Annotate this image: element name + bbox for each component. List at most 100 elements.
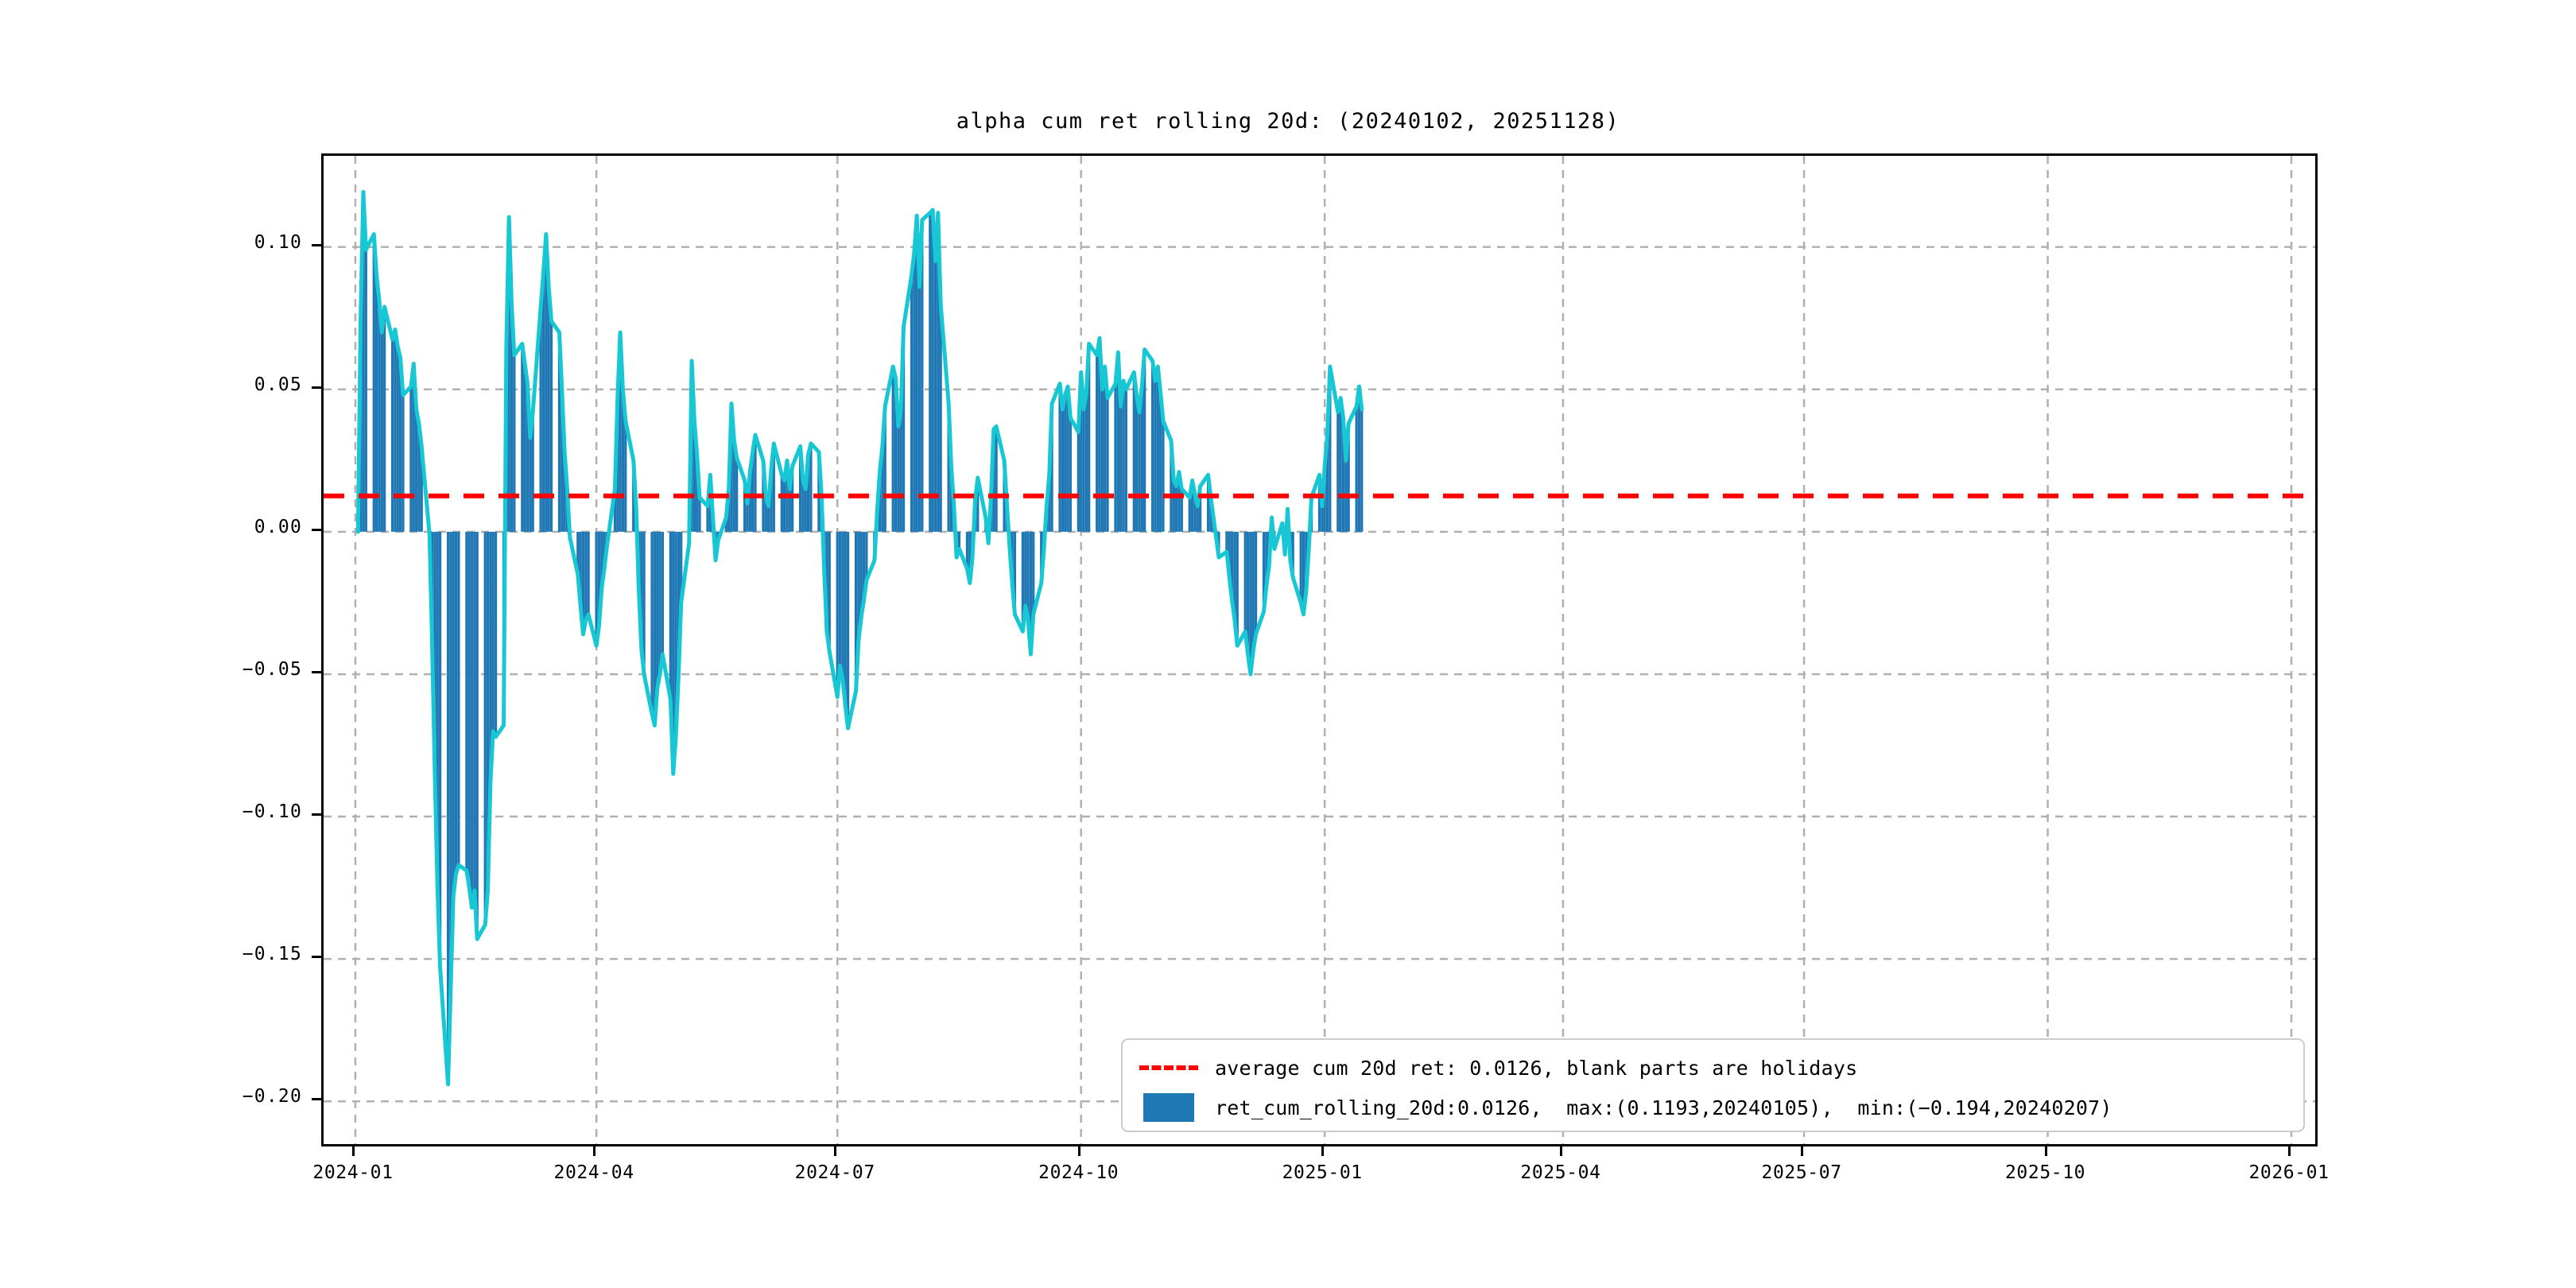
bar [1336, 412, 1340, 532]
bar [1357, 386, 1361, 532]
bar [1198, 486, 1202, 532]
bar [454, 531, 458, 874]
bar [1236, 531, 1239, 646]
bar [653, 531, 657, 726]
bar [390, 339, 394, 532]
legend-item-bars[interactable]: ret_cum_rolling_20d:0.0126, max:(0.1193,… [1123, 1088, 2303, 1127]
bar [806, 455, 810, 532]
bar [650, 531, 654, 715]
bar [1329, 367, 1332, 532]
bar [587, 531, 590, 615]
chart-canvas [324, 156, 2315, 1144]
bar [489, 531, 492, 783]
bar [549, 320, 553, 532]
bar [597, 531, 601, 627]
bar [513, 355, 516, 532]
bar [672, 531, 675, 774]
legend[interactable]: average cum 20d ret: 0.0126, blank parts… [1121, 1038, 2305, 1132]
bar [801, 480, 805, 532]
bar [891, 367, 894, 532]
bar [897, 426, 900, 532]
bar [766, 506, 770, 532]
bar [1233, 531, 1236, 620]
bar [576, 531, 580, 575]
bar [770, 469, 773, 532]
bar [968, 531, 972, 584]
bar [772, 443, 775, 532]
bar [510, 304, 514, 532]
x-tick-mark [1321, 1146, 1325, 1156]
bar [743, 480, 747, 532]
bar [780, 475, 783, 532]
x-tick-label: 2025-01 [1282, 1162, 1363, 1183]
bar [661, 531, 665, 654]
bar [1355, 406, 1358, 532]
bar [1172, 480, 1175, 532]
bar [531, 412, 534, 532]
bar [364, 250, 367, 532]
y-tick-mark [312, 670, 321, 673]
bar [624, 421, 627, 532]
value-line [355, 189, 1364, 1087]
bar [452, 531, 455, 897]
bar [798, 446, 802, 532]
bar [918, 286, 921, 532]
line-series [355, 189, 1364, 1087]
y-tick-mark [312, 1098, 321, 1101]
bar [939, 304, 942, 532]
bar [1262, 531, 1266, 612]
bar [545, 234, 548, 532]
x-tick-label: 2025-10 [2004, 1162, 2086, 1183]
bar [825, 531, 828, 632]
bar-series [359, 192, 1364, 1084]
bar [1206, 475, 1210, 532]
x-tick-label: 2026-01 [2248, 1162, 2330, 1183]
bar [915, 215, 918, 532]
bar [748, 471, 751, 532]
bar [581, 531, 585, 634]
bar [1154, 380, 1157, 532]
bar [937, 212, 940, 532]
bar [844, 531, 847, 706]
x-tick-mark [1559, 1146, 1562, 1156]
bar [1265, 531, 1268, 586]
bar [1135, 394, 1139, 532]
bar [947, 403, 950, 532]
bar [470, 531, 474, 908]
bar [1225, 531, 1228, 552]
bar [1077, 432, 1080, 532]
bar [1124, 389, 1127, 532]
bar [894, 378, 898, 532]
bar [913, 252, 916, 532]
bar [595, 531, 598, 646]
bar [817, 452, 821, 532]
bar [1254, 531, 1258, 634]
bar [603, 531, 606, 569]
legend-item-average[interactable]: average cum 20d ret: 0.0126, blank parts… [1123, 1048, 2303, 1088]
bar [854, 531, 858, 692]
bar [929, 212, 932, 532]
bar [457, 531, 460, 865]
y-tick-label: 0.10 [254, 231, 302, 253]
bar [790, 466, 794, 532]
bar [507, 217, 510, 532]
bar [1048, 475, 1051, 532]
y-tick-label: −0.20 [242, 1086, 302, 1108]
bar [1339, 398, 1342, 532]
bar [613, 489, 617, 532]
bar [1162, 421, 1165, 532]
bar [1013, 531, 1017, 615]
bar [1159, 392, 1162, 532]
bar [680, 531, 683, 603]
bar [600, 531, 603, 589]
bar [1098, 338, 1101, 532]
y-tick-mark [312, 386, 321, 389]
bar [1104, 367, 1107, 532]
bar [1096, 355, 1099, 532]
bar [724, 517, 727, 532]
bar [382, 306, 386, 532]
bar [1122, 380, 1125, 532]
bar [1317, 475, 1321, 532]
x-tick-mark [351, 1146, 355, 1156]
bar [1325, 435, 1329, 532]
